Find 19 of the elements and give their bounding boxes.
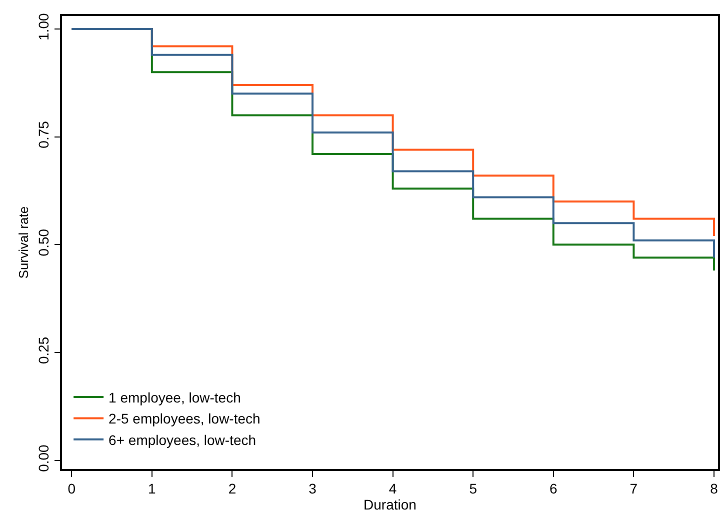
x-tick-label: 0 xyxy=(68,480,76,497)
y-tick-label: 0.00 xyxy=(36,444,52,472)
x-tick-label: 2 xyxy=(228,480,236,497)
y-tick-label: 0.25 xyxy=(36,336,52,364)
x-tick-label: 5 xyxy=(469,480,478,497)
x-tick-label: 4 xyxy=(388,480,397,497)
x-axis-title: Duration xyxy=(364,496,416,513)
x-tick-label: 7 xyxy=(630,480,638,497)
y-tick-label: 0.75 xyxy=(36,120,52,148)
x-tick-label: 8 xyxy=(710,480,718,497)
legend-label: 1 employee, low-tech xyxy=(108,389,241,406)
y-tick-label: 1.00 xyxy=(36,13,52,40)
x-tick-label: 1 xyxy=(148,480,156,497)
legend-label: 2-5 employees, low-tech xyxy=(108,410,260,427)
legend-label: 6+ employees, low-tech xyxy=(108,432,256,448)
x-tick-label: 6 xyxy=(550,480,558,497)
y-tick-label: 0.50 xyxy=(36,228,52,256)
x-tick-label: 3 xyxy=(308,480,317,497)
y-axis-title: Survival rate xyxy=(16,206,32,279)
